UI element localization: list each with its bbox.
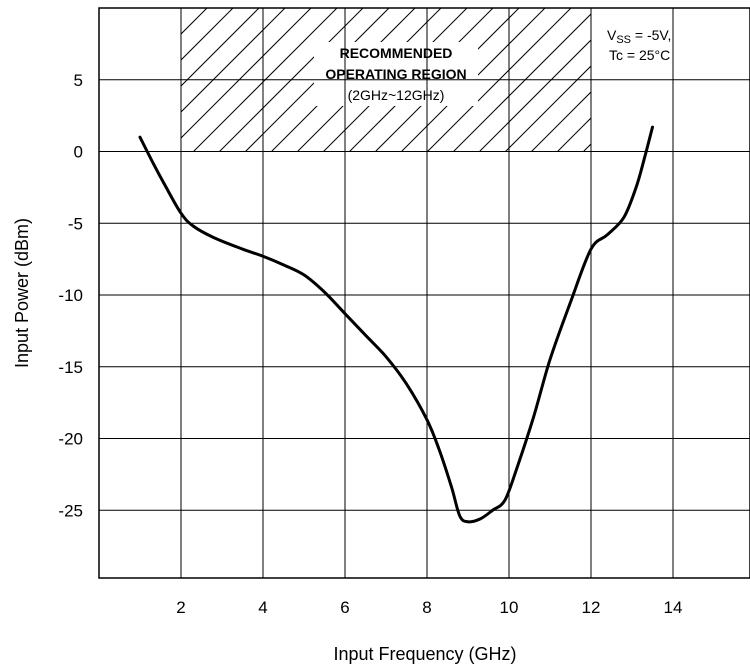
condition-tc-label: Tc = 25°C (609, 47, 670, 63)
x-tick-label-8: 8 (422, 598, 431, 617)
hatch-line (557, 117, 591, 152)
y-tick-label--5: -5 (68, 214, 83, 233)
y-tick-label-5: 5 (74, 71, 83, 90)
region-label-background (314, 42, 478, 106)
vss-prefix: V (607, 27, 617, 43)
y-tick-label-0: 0 (74, 143, 83, 162)
vss-value: = -5V, (631, 27, 671, 43)
hatch-line (531, 91, 591, 152)
x-tick-label-14: 14 (664, 598, 683, 617)
x-axis-title: Input Frequency (GHz) (333, 644, 516, 664)
y-tick-label--15: -15 (58, 358, 83, 377)
x-tick-label-4: 4 (258, 598, 267, 617)
x-tick-label-6: 6 (340, 598, 349, 617)
region-title-line1: RECOMMENDED (340, 45, 453, 61)
vss-subscript: SS (616, 34, 631, 46)
y-tick-label--20: -20 (58, 430, 83, 449)
y-tick-label--10: -10 (58, 286, 83, 305)
y-axis-title: Input Power (dBm) (12, 218, 32, 368)
x-tick-label-12: 12 (582, 598, 601, 617)
y-tick-label--25: -25 (58, 501, 83, 520)
hatch-line (181, 8, 234, 61)
condition-vss-label: VSS = -5V, (607, 27, 671, 46)
plot-frame (98, 7, 750, 579)
series-line-input-power (138, 125, 654, 524)
region-title-line2: OPERATING REGION (325, 66, 466, 82)
hatch-line (181, 8, 208, 35)
gridlines (99, 8, 750, 578)
x-tick-label-10: 10 (500, 598, 519, 617)
x-tick-labels: 2 4 6 8 10 12 14 (176, 598, 682, 617)
y-tick-labels: 5 0 -5 -10 -15 -20 -25 (58, 71, 83, 521)
region-frequency-range: (2GHz~12GHz) (348, 87, 445, 103)
x-tick-label-2: 2 (176, 598, 185, 617)
